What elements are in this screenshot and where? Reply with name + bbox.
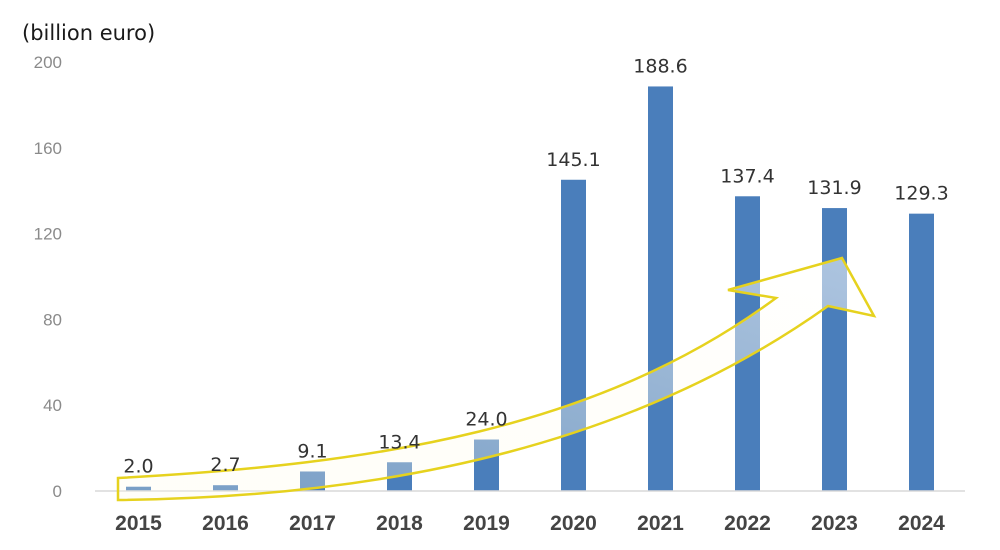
x-tick-label: 2023	[811, 512, 858, 535]
bar-2020	[561, 179, 586, 491]
data-labels: 2.0 2.7 9.1 13.4 24.0 145.1 188.6 137.4 131.9 129…	[123, 55, 948, 477]
trend-arrow-annotation	[116, 256, 877, 502]
x-tick-label: 2022	[724, 512, 771, 535]
x-tick-label: 2019	[463, 512, 510, 535]
trend-arrow-outline	[116, 256, 877, 502]
trend-arrow-fill	[118, 258, 874, 500]
data-label: 9.1	[297, 440, 327, 462]
x-tick-label: 2024	[898, 512, 945, 535]
y-tick-label: 120	[34, 225, 62, 244]
x-tick-label: 2016	[202, 512, 249, 535]
y-tick-label: 160	[34, 139, 62, 158]
y-tick-label: 200	[34, 53, 62, 72]
x-tick-label: 2018	[376, 512, 423, 535]
x-tick-label: 2017	[289, 512, 336, 535]
x-axis-ticks: 2015 2016 2017 2018 2019 2020 2021 2022 2023 2024	[115, 512, 945, 535]
data-label: 129.3	[894, 183, 948, 205]
y-tick-label: 40	[43, 396, 62, 415]
bars	[126, 86, 934, 492]
bar-2023	[822, 208, 847, 491]
y-tick-label: 80	[43, 310, 62, 329]
data-label: 2.0	[123, 456, 153, 478]
data-label: 188.6	[633, 55, 687, 77]
y-tick-label: 0	[53, 482, 62, 501]
bar-2021	[648, 86, 673, 491]
x-tick-label: 2020	[550, 512, 597, 535]
data-label: 2.7	[210, 454, 240, 476]
data-label: 24.0	[465, 409, 507, 431]
x-tick-label: 2021	[637, 512, 684, 535]
unit-label: (billion euro)	[22, 21, 155, 45]
data-label: 13.4	[378, 431, 420, 453]
bar-2024	[909, 213, 934, 492]
x-tick-label: 2015	[115, 512, 162, 535]
y-axis-ticks: 0 40 80 120 160 200	[34, 53, 62, 501]
data-label: 145.1	[546, 149, 600, 171]
data-label: 131.9	[807, 177, 861, 199]
data-label: 137.4	[720, 165, 774, 187]
